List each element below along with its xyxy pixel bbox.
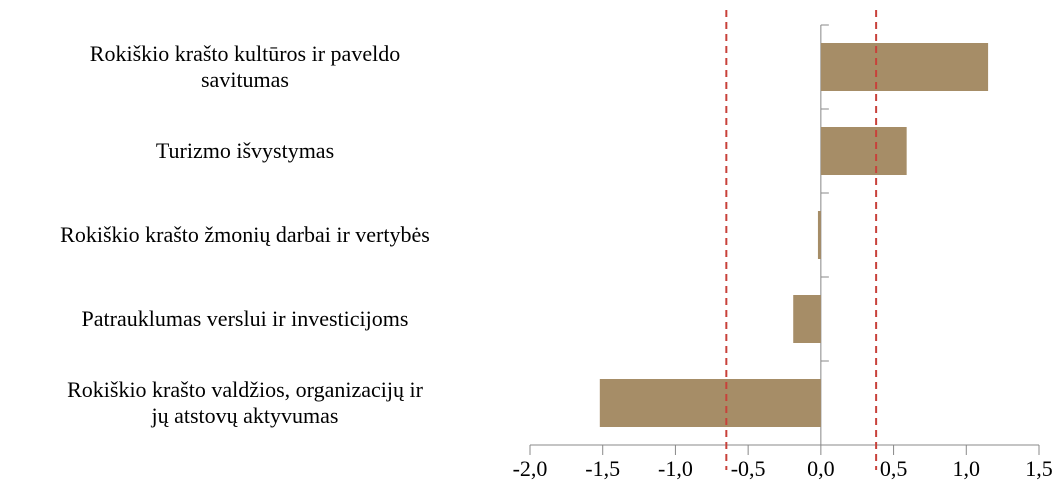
x-tick-label: -0,5 — [731, 456, 766, 481]
x-tick-label: 1,5 — [1025, 456, 1053, 481]
x-tick-label: 1,0 — [953, 456, 981, 481]
x-tick-label: -1,0 — [658, 456, 693, 481]
category-label: Rokiškio krašto kultūros ir paveldo savi… — [89, 41, 401, 92]
category-label: Turizmo išvystymas — [155, 138, 335, 163]
category-label: Rokiškio krašto žmonių darbai ir vertybė… — [60, 222, 430, 247]
category-label: Patrauklumas verslui ir investicijoms — [81, 306, 409, 331]
category-label: Rokiškio krašto valdžios, organizacijų i… — [67, 377, 423, 428]
x-tick-label: -1,5 — [585, 456, 620, 481]
bar — [599, 379, 821, 427]
bar — [793, 295, 821, 343]
bar — [817, 211, 821, 259]
bar — [820, 127, 907, 175]
x-tick-label: -2,0 — [513, 456, 548, 481]
x-tick-label: 0,0 — [807, 456, 835, 481]
bar — [820, 43, 989, 91]
x-tick-label: 0,5 — [880, 456, 908, 481]
